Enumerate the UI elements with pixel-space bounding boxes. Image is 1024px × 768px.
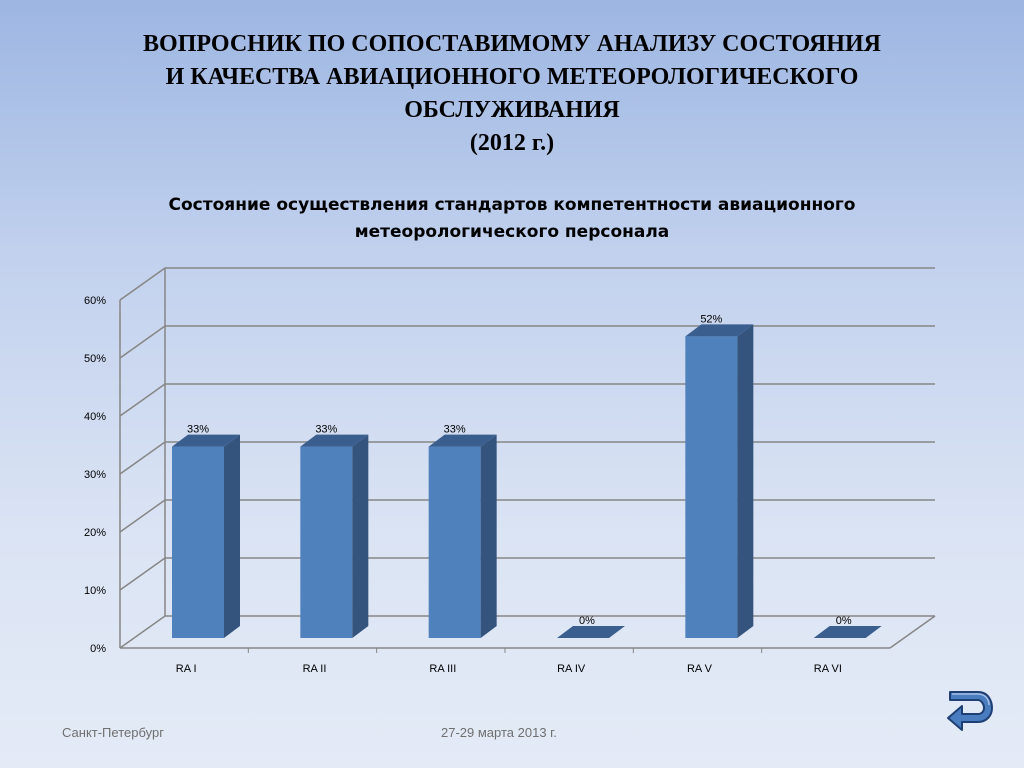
data-label: 0% — [836, 615, 852, 627]
data-label: 33% — [187, 424, 209, 436]
gridline — [119, 383, 935, 417]
floor-edge — [889, 615, 936, 649]
x-tick-label: RA V — [687, 663, 713, 675]
gridline — [119, 499, 935, 533]
bar-top — [685, 324, 754, 337]
x-tick-label: RA II — [303, 663, 327, 675]
bar — [172, 446, 224, 638]
bar-side — [352, 434, 369, 638]
bar — [300, 446, 353, 638]
chart-title: Состояние осуществления стандартов компе… — [0, 192, 1024, 246]
bar-side — [480, 434, 497, 638]
y-tick-label: 50% — [84, 353, 106, 365]
y-tick-label: 60% — [84, 295, 106, 307]
y-tick-label: 20% — [84, 527, 106, 539]
slide-title-line-3: ОБСЛУЖИВАНИЯ — [404, 97, 620, 123]
x-tick-label: RA III — [429, 663, 456, 675]
gridline — [119, 441, 935, 475]
slide-title: ВОПРОСНИК ПО СОПОСТАВИМОМУ АНАЛИЗУ СОСТО… — [0, 28, 1024, 160]
gridline — [119, 267, 935, 301]
bar-top — [172, 434, 240, 447]
bar-top — [813, 626, 882, 638]
y-tick-label: 40% — [84, 411, 106, 423]
bar — [428, 446, 481, 638]
footer-location: Санкт-Петербург — [62, 725, 164, 740]
data-label: 52% — [700, 313, 722, 325]
bar-top — [428, 434, 497, 447]
x-tick-label: RA VI — [814, 663, 842, 675]
bar — [685, 336, 738, 638]
slide-title-line-1: ВОПРОСНИК ПО СОПОСТАВИМОМУ АНАЛИЗУ СОСТО… — [143, 31, 881, 57]
bar-top — [557, 626, 625, 638]
data-label: 0% — [579, 615, 595, 627]
bar-side — [224, 434, 240, 638]
bar-side — [737, 324, 754, 638]
data-label: 33% — [315, 424, 337, 436]
y-tick-label: 30% — [84, 469, 106, 481]
gridline — [119, 325, 935, 359]
bar-top — [300, 434, 369, 447]
back-arrow-icon[interactable] — [944, 688, 994, 740]
y-tick-label: 10% — [84, 585, 106, 597]
chart-title-line-1: Состояние осуществления стандартов компе… — [168, 195, 856, 215]
x-tick-label: RA IV — [557, 663, 586, 675]
slide-title-line-2: И КАЧЕСТВА АВИАЦИОННОГО МЕТЕОРОЛОГИЧЕСКО… — [165, 64, 859, 90]
slide-title-line-4: (2012 г.) — [469, 130, 555, 156]
chart-title-line-2: метеорологического персонала — [354, 222, 670, 242]
y-tick-label: 0% — [90, 643, 106, 655]
data-label: 33% — [444, 424, 466, 436]
gridline — [119, 557, 935, 591]
footer-date: 27-29 марта 2013 г. — [441, 725, 557, 740]
x-tick-label: RA I — [176, 663, 197, 675]
gridline — [119, 615, 935, 649]
